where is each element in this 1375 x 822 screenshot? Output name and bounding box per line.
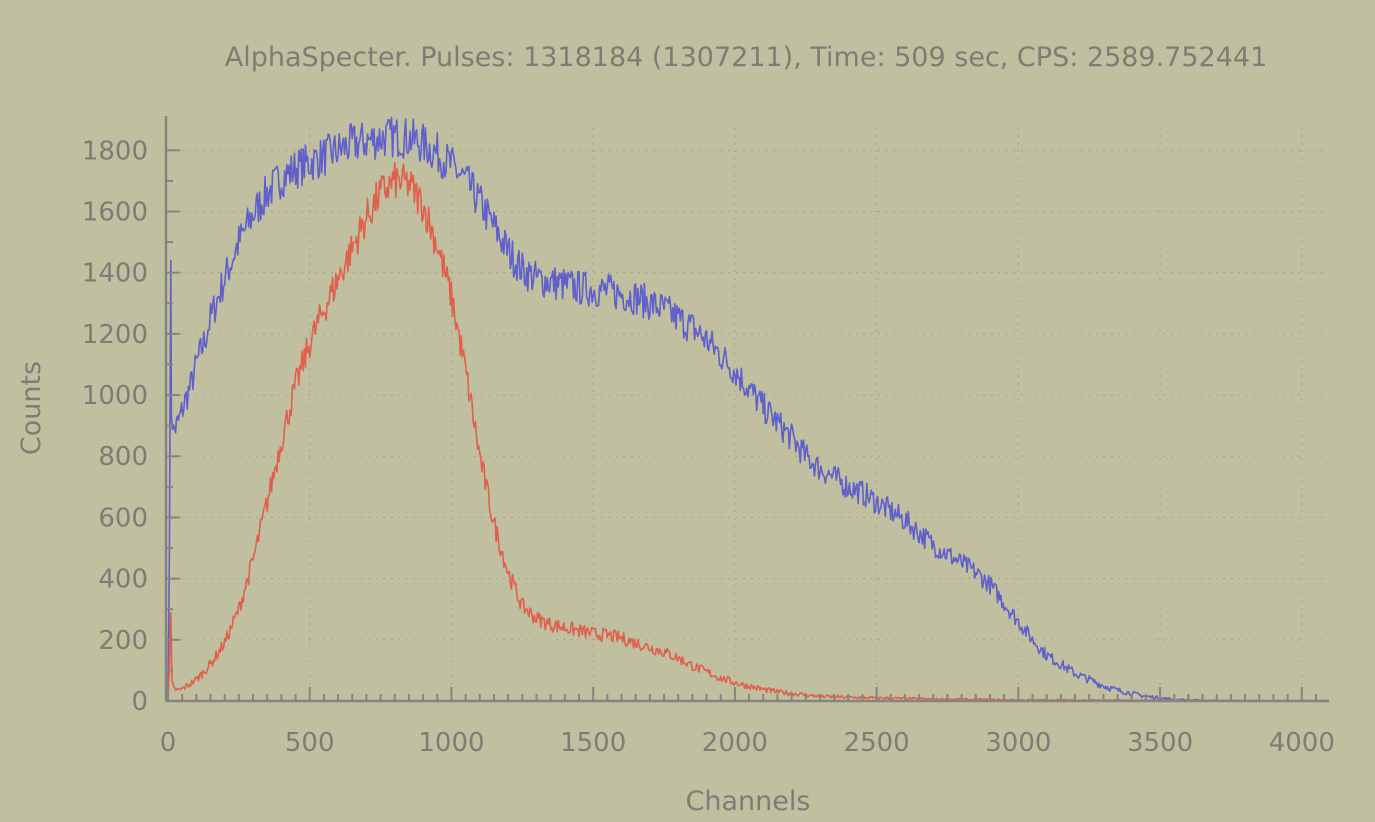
y-tick-label: 1600 [82, 197, 148, 227]
axes: 0 500 1000 1500 2000 2500 3000 3500 4000 0 200 400 6… [82, 116, 1335, 758]
x-tick-label: 3000 [985, 728, 1051, 758]
plot-series [167, 116, 1330, 702]
x-tick-label: 0 [160, 728, 177, 758]
y-tick-label: 1800 [82, 136, 148, 166]
x-tick-label: 2000 [702, 728, 768, 758]
y-axis-label: Counts [16, 361, 47, 455]
y-tick-label: 0 [131, 687, 148, 717]
series-line-1 [167, 161, 1330, 702]
x-axis-label: Channels [686, 786, 811, 817]
x-tick-label: 3500 [1127, 728, 1193, 758]
y-tick-label: 200 [98, 626, 148, 656]
y-tick-label: 1000 [82, 381, 148, 411]
x-tick-label: 1000 [418, 728, 484, 758]
y-tick-label: 400 [98, 565, 148, 595]
y-tick-label: 600 [98, 503, 148, 533]
x-tick-label: 500 [285, 728, 335, 758]
x-tick-label: 4000 [1269, 728, 1335, 758]
grid-lines [166, 128, 1329, 701]
y-tick-label: 1200 [82, 320, 148, 350]
x-tick-label: 2500 [844, 728, 910, 758]
y-tick-label: 1400 [82, 259, 148, 289]
series-line-0 [167, 116, 1329, 702]
chart-title: AlphaSpecter. Pulses: 1318184 (1307211),… [225, 42, 1268, 73]
x-tick-label: 1500 [560, 728, 626, 758]
y-tick-label: 800 [98, 442, 148, 472]
